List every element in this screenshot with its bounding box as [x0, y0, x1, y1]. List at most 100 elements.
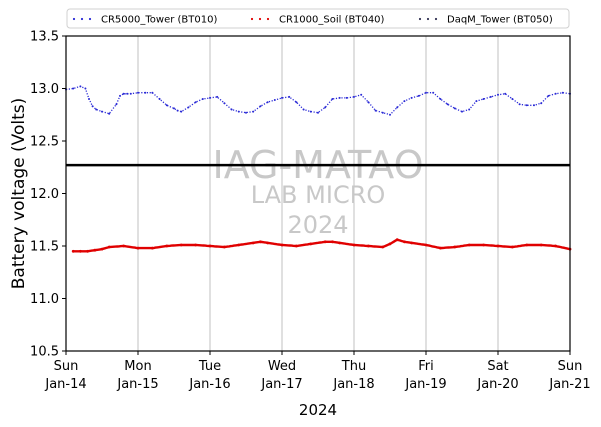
data-point	[122, 244, 125, 248]
data-point	[482, 98, 485, 100]
data-point	[511, 245, 514, 249]
data-point	[295, 101, 298, 104]
data-point	[439, 246, 442, 250]
data-point	[93, 248, 97, 252]
data-point	[126, 92, 129, 95]
data-point	[504, 92, 507, 95]
data-point	[323, 240, 327, 244]
legend: CR5000_Tower (BT010) CR1000_Soil (BT040) D…	[66, 8, 570, 29]
data-point	[91, 105, 94, 108]
legend-marker	[418, 17, 422, 21]
data-point	[475, 100, 478, 103]
data-point	[180, 110, 183, 113]
data-point	[122, 92, 125, 95]
data-point	[446, 103, 449, 106]
data-point	[331, 98, 334, 100]
data-point	[129, 92, 132, 95]
data-point	[489, 95, 492, 98]
data-point	[144, 91, 147, 94]
data-point	[554, 92, 557, 95]
data-series	[65, 85, 572, 253]
legend-marker	[258, 17, 262, 21]
y-axis: 10.5 11.0 11.5 12.0 12.5 13.0 13.5	[30, 30, 66, 360]
x-tick-label-day: Tue	[198, 359, 221, 374]
series-line-1	[73, 238, 571, 253]
x-axis-label: 2024	[299, 401, 337, 419]
data-point	[425, 91, 427, 94]
data-point	[561, 91, 564, 94]
data-point	[497, 93, 499, 96]
data-point	[461, 110, 463, 113]
x-tick-label-day: Fri	[418, 359, 434, 374]
x-tick-label-day: Sun	[54, 359, 79, 374]
data-point	[367, 244, 370, 248]
data-point	[223, 245, 226, 249]
data-point	[100, 247, 104, 251]
legend-label: CR1000_Soil (BT040)	[279, 15, 385, 26]
data-point	[151, 91, 154, 94]
x-tick-label-date: Jan-16	[188, 377, 230, 392]
data-point	[533, 104, 535, 107]
data-point	[136, 246, 140, 250]
data-point	[115, 103, 118, 106]
data-point	[79, 85, 82, 88]
x-tick-label-day: Sun	[558, 359, 583, 374]
data-point	[86, 249, 89, 253]
legend-marker	[88, 17, 92, 21]
y-tick-label: 13.5	[30, 30, 59, 45]
legend-marker	[80, 17, 84, 21]
legend-label: CR5000_Tower (BT010)	[101, 15, 217, 26]
data-point	[201, 98, 204, 100]
data-point	[245, 111, 247, 114]
data-point	[194, 243, 198, 247]
data-point	[158, 98, 161, 100]
y-tick-label: 10.5	[30, 345, 59, 360]
data-point	[119, 94, 121, 97]
series-0	[65, 85, 571, 116]
data-point	[84, 87, 87, 90]
data-point	[496, 244, 500, 248]
data-point	[280, 243, 284, 247]
legend-label: DaqM_Tower (BT050)	[447, 15, 553, 26]
y-tick-label: 12.5	[30, 135, 59, 150]
data-point	[317, 111, 319, 114]
plot-area: IAG-MATAO LAB MICRO 2024	[65, 35, 572, 352]
data-point	[251, 241, 255, 245]
data-point	[432, 91, 435, 94]
legend-entry: CR5000_Tower (BT010)	[72, 15, 217, 26]
data-point	[381, 111, 384, 114]
watermark-line-2: LAB MICRO	[251, 181, 386, 209]
y-tick-label: 12.0	[30, 187, 59, 202]
x-axis: Sun Jan-14 Mon Jan-15 Tue Jan-16 Wed Jan-17 Thu J…	[44, 351, 591, 392]
legend-marker	[434, 17, 438, 21]
x-tick-label-date: Jan-14	[44, 377, 86, 392]
data-point	[309, 110, 312, 113]
data-point	[237, 110, 240, 113]
watermark: IAG-MATAO LAB MICRO 2024	[212, 143, 423, 239]
data-point	[338, 96, 341, 99]
data-point	[554, 244, 557, 248]
data-point	[151, 246, 154, 250]
x-tick-label-date: Jan-17	[260, 377, 302, 392]
watermark-line-3: 2024	[287, 211, 348, 239]
data-point	[467, 243, 471, 247]
data-point	[187, 106, 190, 109]
data-point	[388, 242, 392, 246]
data-point	[395, 238, 399, 242]
y-tick-label: 11.5	[30, 240, 59, 255]
data-point	[367, 101, 370, 104]
data-point	[417, 94, 420, 97]
data-point	[525, 243, 529, 247]
y-tick-label: 13.0	[30, 82, 59, 97]
legend-marker	[266, 17, 270, 21]
legend-entry: DaqM_Tower (BT050)	[418, 15, 553, 26]
x-tick-label-date: Jan-21	[548, 377, 590, 392]
data-point	[209, 96, 211, 99]
data-point	[410, 96, 413, 99]
series-1	[71, 238, 572, 253]
x-tick-label-day: Thu	[341, 359, 366, 374]
data-point	[468, 108, 471, 111]
grid-lines	[137, 36, 499, 351]
